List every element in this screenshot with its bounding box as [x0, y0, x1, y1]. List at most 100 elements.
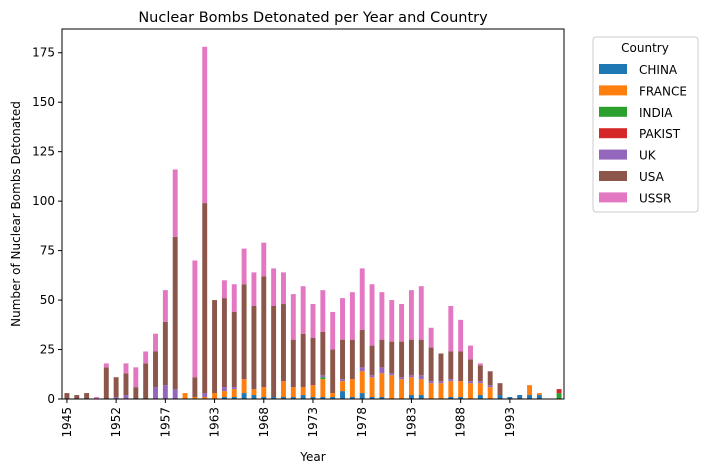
bar-france-1960 — [182, 393, 188, 399]
legend-label-china: CHINA — [639, 63, 678, 77]
bar-usa-1986 — [438, 353, 444, 382]
legend-items: CHINA FRANCE INDIA PAKIST UK USA USSR — [599, 63, 687, 205]
bar-china-1993 — [507, 397, 513, 399]
bar-usa-1948 — [84, 393, 90, 399]
bar-france-1987 — [448, 381, 454, 398]
bar-france-1991 — [487, 387, 493, 399]
y-axis-ticks: 0 25 50 75 100 125 150 175 — [32, 46, 62, 406]
bar-france-1965 — [231, 389, 237, 398]
bar-usa-1970 — [281, 304, 286, 382]
bar-ussr-1949 — [93, 397, 99, 399]
bar-china-1972 — [300, 395, 306, 399]
y-tick-label: 25 — [40, 343, 55, 357]
legend-swatch-uk — [599, 149, 627, 160]
bar-china-1964 — [221, 397, 227, 399]
bar-france-1961 — [192, 397, 198, 399]
legend-label-usa: USA — [639, 170, 665, 184]
y-tick-label: 0 — [47, 392, 55, 406]
legend-swatch-pakist — [599, 128, 627, 139]
bar-uk-1979 — [369, 375, 375, 378]
bar-china-1984 — [418, 395, 424, 399]
bar-china-1966 — [241, 393, 247, 399]
x-tick-label: 1993 — [503, 407, 517, 438]
bar-france-1970 — [281, 381, 286, 398]
bar-pakist-1998 — [556, 389, 562, 394]
bar-france-1996 — [536, 393, 542, 396]
x-tick-label: 1957 — [158, 407, 172, 438]
bar-uk-1957 — [162, 385, 168, 399]
bar-usa-1954 — [133, 387, 139, 399]
bar-uk-1987 — [448, 379, 454, 382]
bar-china-1995 — [527, 395, 533, 399]
bar-usa-1971 — [290, 339, 296, 388]
bar-usa-1952 — [113, 377, 119, 398]
bar-usa-1946 — [74, 395, 80, 399]
bar-ussr-1969 — [271, 268, 277, 307]
bar-ussr-1961 — [192, 260, 198, 378]
bar-ussr-1968 — [261, 242, 267, 277]
bar-usa-1951 — [103, 367, 109, 399]
bar-usa-1975 — [330, 349, 336, 394]
bar-ussr-1955 — [143, 351, 149, 364]
bar-ussr-1954 — [133, 367, 139, 388]
bar-usa-1964 — [221, 298, 227, 388]
x-tick-label: 1978 — [355, 407, 369, 438]
bar-france-1971 — [290, 387, 296, 398]
bar-usa-1957 — [162, 321, 168, 386]
bar-china-1996 — [536, 395, 542, 399]
plot-area: 0 25 50 75 100 125 150 175 1945 1952 1957 1963 1968… — [32, 28, 565, 438]
bar-ussr-1956 — [153, 333, 158, 352]
bar-usa-1969 — [271, 306, 277, 398]
bar-france-1962 — [202, 397, 208, 399]
legend-label-france: FRANCE — [639, 84, 687, 98]
bar-ussr-1958 — [172, 169, 178, 237]
bar-usa-1974 — [320, 331, 326, 376]
legend-swatch-china — [599, 64, 627, 74]
bar-usa-1973 — [310, 337, 316, 386]
bar-france-1967 — [251, 389, 257, 396]
bar-usa-1967 — [251, 306, 257, 390]
x-tick-label: 1968 — [257, 407, 271, 438]
bar-france-1990 — [477, 383, 483, 396]
bar-china-1968 — [261, 397, 267, 399]
bar-china-1987 — [448, 397, 454, 399]
bar-uk-1965 — [231, 387, 237, 390]
bar-france-1964 — [221, 391, 227, 398]
bar-china-1992 — [497, 395, 503, 399]
bar-france-1989 — [468, 383, 473, 399]
bar-usa-1963 — [212, 300, 218, 394]
bar-france-1978 — [359, 371, 365, 394]
bar-ussr-1984 — [418, 286, 424, 340]
bar-france-1982 — [399, 379, 405, 399]
bar-india-1974 — [320, 377, 326, 380]
plot-frame — [61, 28, 565, 400]
bar-france-1972 — [300, 387, 306, 396]
bar-ussr-1957 — [162, 290, 168, 322]
bar-china-1969 — [271, 397, 277, 399]
bar-usa-1992 — [497, 383, 503, 396]
bar-usa-1955 — [143, 363, 149, 399]
x-axis-ticks: 1945 1952 1957 1963 1968 1973 1978 1983 1988 1993 — [60, 399, 517, 438]
bar-china-1990 — [477, 395, 483, 399]
legend: Country CHINA FRANCE INDIA PAKIST UK USA USSR — [592, 36, 699, 213]
bar-ussr-1987 — [448, 306, 454, 352]
bar-usa-1953 — [123, 373, 129, 396]
bar-usa-1981 — [389, 341, 395, 374]
bar-usa-1962 — [202, 203, 208, 394]
bar-ussr-1981 — [389, 300, 395, 342]
bar-china-1988 — [458, 397, 464, 399]
bar-france-1976 — [340, 381, 345, 392]
bar-usa-1985 — [428, 347, 434, 382]
bar-uk-1982 — [399, 377, 405, 380]
bar-usa-1988 — [458, 351, 464, 382]
bar-ussr-1966 — [241, 248, 247, 285]
bar-usa-1984 — [418, 339, 424, 376]
bar-france-1979 — [369, 377, 375, 398]
bar-uk-1981 — [389, 373, 395, 376]
bar-usa-1982 — [399, 341, 405, 378]
bar-china-1980 — [379, 397, 385, 399]
bar-france-1980 — [379, 373, 385, 398]
bar-ussr-1953 — [123, 363, 129, 374]
bar-ussr-1989 — [468, 345, 473, 360]
x-tick-label: 1988 — [454, 407, 468, 438]
